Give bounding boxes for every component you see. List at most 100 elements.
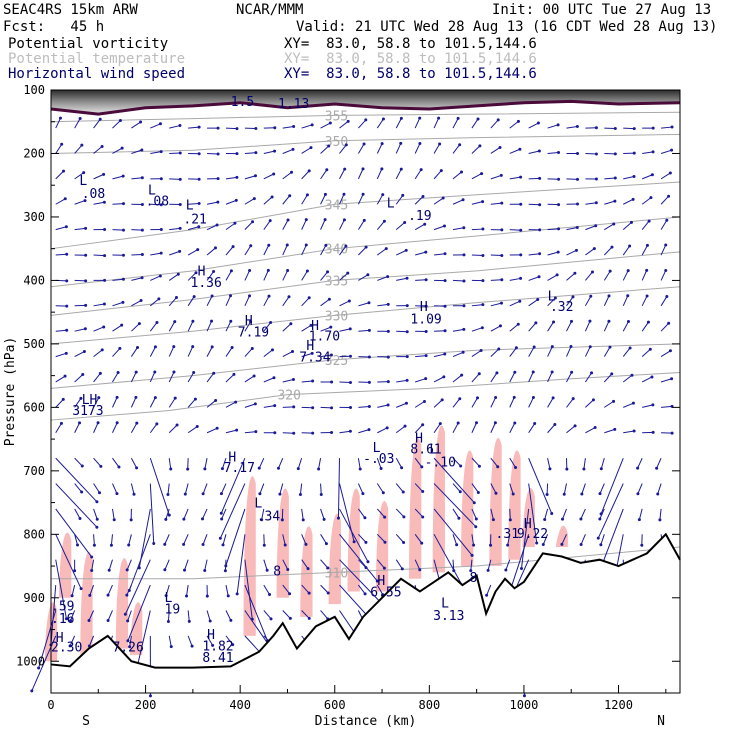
wind-arrow — [414, 457, 423, 468]
wind-arrow — [301, 324, 312, 332]
wind-arrow-head — [551, 396, 555, 400]
wind-arrow-head — [462, 327, 466, 331]
wind-arrow — [301, 534, 307, 545]
pv-region-11 — [409, 437, 422, 579]
wind-arrow-head — [190, 644, 194, 648]
wind-arrow-head — [386, 329, 390, 333]
wind-arrow-head — [231, 643, 235, 647]
wind-arrow — [452, 374, 462, 383]
wind-arrow-head — [462, 279, 466, 283]
wind-arrow — [301, 270, 308, 281]
wind-arrow-head — [291, 350, 295, 354]
wind-arrow — [131, 121, 141, 129]
wind-arrow — [183, 508, 189, 520]
wind-arrow-head — [481, 254, 485, 258]
wind-arrow-head — [123, 612, 127, 616]
wind-arrow — [659, 508, 662, 520]
wind-arrow — [566, 125, 578, 129]
pv-extremum-label: H — [524, 517, 532, 532]
wind-arrow-head — [441, 196, 445, 200]
wind-arrow-head — [363, 592, 367, 596]
wind-arrow-head — [628, 346, 632, 350]
wind-arrow — [599, 483, 605, 494]
wind-arrow-head — [215, 426, 219, 430]
wind-arrow — [452, 118, 459, 129]
wind-arrow — [339, 328, 351, 332]
wind-arrow-head — [191, 319, 195, 323]
wind-arrow-head — [102, 172, 106, 176]
wind-arrow — [358, 429, 370, 434]
wind-arrow-head — [458, 397, 462, 401]
wind-arrow — [244, 348, 253, 357]
wind-arrow-head — [92, 543, 96, 547]
wind-arrow-head — [81, 373, 85, 377]
wind-arrow-head — [327, 144, 331, 148]
wind-arrow-head — [140, 228, 144, 232]
wind-arrow-head — [267, 294, 271, 298]
wind-arrow-head — [418, 568, 422, 572]
wind-arrow-head — [500, 201, 504, 205]
wind-arrow — [358, 508, 366, 519]
wind-arrow — [563, 483, 567, 495]
wind-arrow-head — [575, 124, 579, 128]
wind-arrow — [642, 404, 654, 408]
x-tick-label: 800 — [419, 698, 441, 712]
wind-arrow — [188, 203, 200, 205]
wind-arrow-head — [518, 147, 522, 151]
wind-arrow-head — [128, 645, 132, 649]
wind-arrow — [320, 245, 327, 256]
wind-arrow — [244, 295, 250, 307]
wind-arrow-head — [84, 279, 88, 283]
wind-arrow — [282, 323, 292, 332]
wind-arrow-head — [324, 243, 328, 247]
wind-arrow — [282, 244, 288, 256]
wind-arrow-head — [169, 645, 173, 649]
wind-arrow — [486, 584, 492, 596]
wind-arrow-head — [172, 345, 176, 349]
wind-arrow-head — [99, 464, 103, 468]
wind-arrow — [112, 457, 120, 468]
wind-arrow-head — [254, 126, 258, 130]
wind-arrow-head — [220, 467, 224, 471]
wind-arrow — [339, 534, 378, 582]
pv-extremum-label: H — [420, 300, 428, 315]
wind-arrow-head — [443, 252, 447, 256]
pv-extremum-label: 7.17 — [224, 461, 255, 476]
wind-arrow-head — [555, 273, 559, 277]
wind-arrow-head — [493, 421, 497, 425]
wind-arrow — [339, 430, 351, 434]
wind-arrow — [414, 534, 423, 544]
wind-arrow — [131, 177, 143, 180]
wind-arrow — [377, 404, 389, 408]
wind-arrow — [206, 247, 216, 256]
wind-arrow — [395, 425, 406, 434]
wind-arrow — [547, 274, 558, 281]
wind-arrow-head — [557, 227, 561, 231]
wind-arrow — [38, 610, 57, 669]
wind-arrow-head — [632, 175, 636, 179]
pv-extremum-label: H — [228, 450, 236, 465]
wind-arrow-head — [364, 245, 368, 249]
pv-extremum-label: 6.55 — [370, 586, 401, 601]
wind-arrow — [263, 173, 274, 180]
wind-arrow-head — [78, 117, 82, 121]
wind-arrow-head — [481, 303, 485, 307]
wind-arrow — [244, 245, 252, 256]
y-tick-label: 700 — [23, 464, 45, 478]
wind-arrow-head — [594, 152, 598, 156]
wind-arrow — [169, 125, 181, 129]
wind-arrow-head — [288, 592, 292, 596]
wind-arrow — [70, 610, 76, 621]
org-label: NCAR/MMM — [236, 2, 304, 18]
wind-arrow — [414, 223, 425, 231]
wind-arrow-head — [670, 148, 674, 152]
wind-arrow-head — [252, 197, 256, 201]
wind-arrow — [263, 322, 272, 332]
wind-arrow-head — [306, 567, 310, 571]
wind-arrow-head — [307, 296, 311, 300]
wind-arrow-head — [437, 116, 441, 120]
wind-arrow-head — [478, 144, 482, 148]
wind-arrow — [149, 397, 156, 408]
wind-arrow-head — [103, 227, 107, 231]
y-tick-label: 100 — [23, 83, 45, 97]
